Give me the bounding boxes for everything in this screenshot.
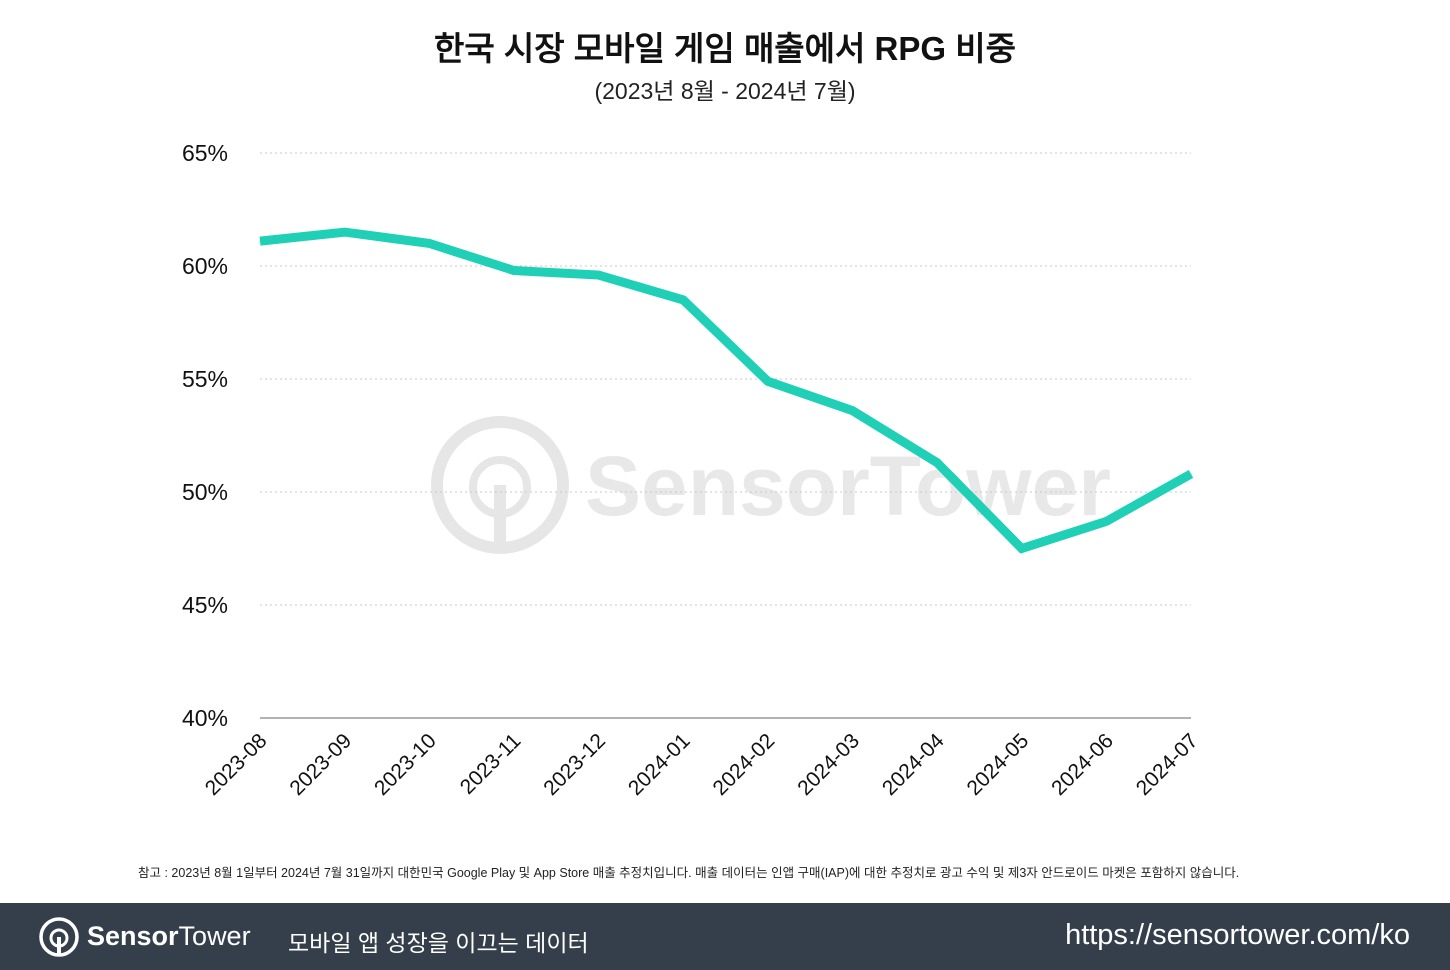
y-tick-label: 40% <box>182 705 228 731</box>
x-tick-label: 2023-09 <box>285 729 356 800</box>
x-tick-label: 2023-10 <box>370 729 441 800</box>
data-point <box>513 270 515 272</box>
watermark: SensorTower <box>431 416 1111 554</box>
chart-title: 한국 시장 모바일 게임 매출에서 RPG 비중 <box>434 30 1016 67</box>
y-tick-label: 60% <box>182 253 228 279</box>
data-point <box>598 274 600 276</box>
x-axis: 2023-08 2023-09 2023-10 2023-11 2023-12 2024-… <box>201 729 1203 800</box>
x-tick-label: 2024-04 <box>878 729 949 800</box>
x-tick-label: 2023-08 <box>201 729 272 800</box>
x-tick-label: 2023-11 <box>456 729 526 799</box>
footer-tagline: 모바일 앱 성장을 이끄는 데이터 <box>288 930 589 956</box>
x-tick-label: 2024-02 <box>709 729 780 800</box>
series-layer <box>259 227 1194 554</box>
series-line <box>259 227 1194 554</box>
y-tick-label: 50% <box>182 479 228 505</box>
data-point <box>428 242 430 244</box>
data-point <box>1021 548 1023 549</box>
y-tick-label: 65% <box>182 140 228 166</box>
data-point <box>851 410 853 412</box>
y-axis: 40% 45% 50% 55% 60% 65% <box>182 140 228 731</box>
footer-url[interactable]: https://sensortower.com/ko <box>1065 919 1410 951</box>
data-point <box>1190 473 1192 475</box>
watermark-logo-icon <box>431 416 569 554</box>
line-chart: SensorTower 40%45%50%55%60%65% 2023-08 20… <box>182 140 1203 800</box>
data-point <box>344 231 346 233</box>
watermark-text: SensorTower <box>585 439 1111 533</box>
x-tick-label: 2024-03 <box>793 729 864 800</box>
footnote: 참고 : 2023년 8월 1일부터 2024년 7월 31일까지 대한민국 G… <box>138 866 1240 880</box>
y-tick-label: 45% <box>182 592 228 618</box>
footer-brand-bold: Sensor <box>87 921 179 951</box>
chart-subtitle: (2023년 8월 - 2024년 7월) <box>594 78 856 104</box>
data-point <box>259 240 261 242</box>
x-tick-label: 2023-12 <box>539 729 610 800</box>
footer-bar: SensorTower 모바일 앱 성장을 이끄는 데이터 https://se… <box>0 903 1450 970</box>
data-point <box>767 380 769 382</box>
data-point <box>1105 520 1107 522</box>
x-tick-label: 2024-06 <box>1047 729 1118 800</box>
footer-brand: SensorTower <box>87 921 251 952</box>
footer-brand-light: Tower <box>178 921 251 951</box>
sensor-tower-logo-icon <box>39 917 79 957</box>
x-tick-label: 2024-07 <box>1132 729 1203 800</box>
grid <box>260 152 1191 719</box>
data-point <box>936 462 938 464</box>
x-tick-label: 2024-01 <box>624 729 695 800</box>
data-point <box>682 299 684 301</box>
y-tick-label: 55% <box>182 366 228 392</box>
x-tick-label: 2024-05 <box>962 729 1033 800</box>
